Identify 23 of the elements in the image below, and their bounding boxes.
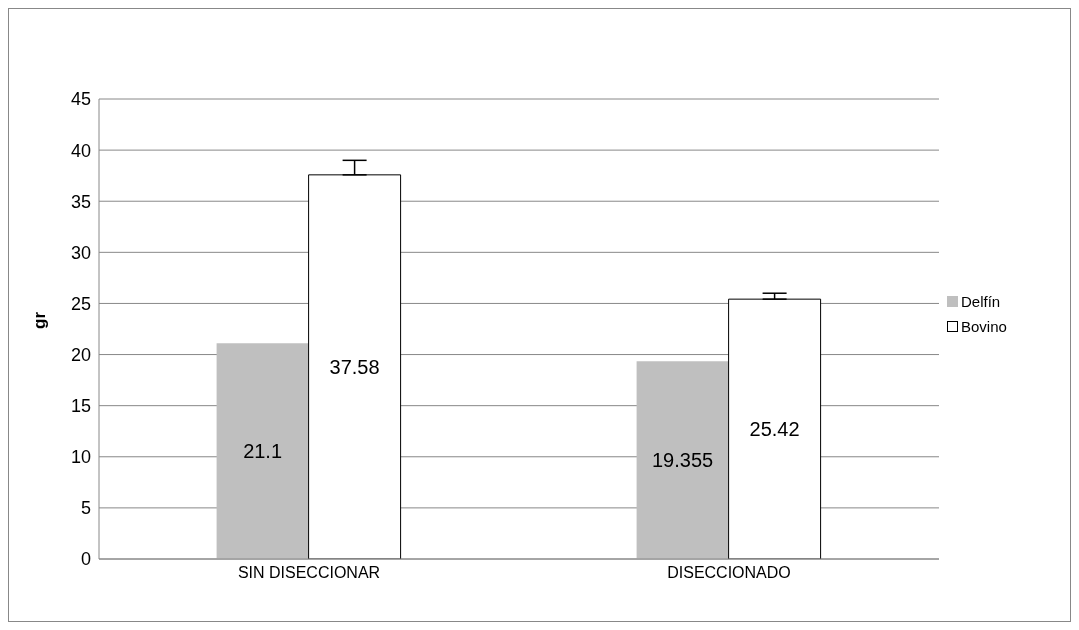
y-tick-label: 10 <box>70 447 91 468</box>
bar <box>636 361 729 559</box>
y-tick-label: 5 <box>80 498 91 519</box>
bar <box>308 174 402 559</box>
data-label: 21.1 <box>243 440 283 463</box>
bar <box>728 298 822 559</box>
legend-label: Delfín <box>961 293 1001 310</box>
y-tick-label: 15 <box>70 396 91 417</box>
y-axis-title: gr <box>30 311 50 329</box>
data-label: 37.58 <box>329 356 380 379</box>
y-tick-label: 25 <box>70 293 91 314</box>
data-label: 25.42 <box>749 418 800 441</box>
y-tick-label: 35 <box>70 191 91 212</box>
y-tick-label: 20 <box>70 344 91 365</box>
bar <box>216 343 309 559</box>
y-tick-label: 30 <box>70 242 91 263</box>
y-tick-label: 45 <box>70 89 91 110</box>
x-tick-label: DISECCIONADO <box>667 564 791 582</box>
data-label: 19.355 <box>652 449 714 472</box>
x-tick-label: SIN DISECCIONAR <box>237 564 381 582</box>
y-tick-label: 0 <box>80 549 91 570</box>
legend-label: Bovino <box>961 318 1007 335</box>
y-tick-label: 40 <box>70 140 91 161</box>
